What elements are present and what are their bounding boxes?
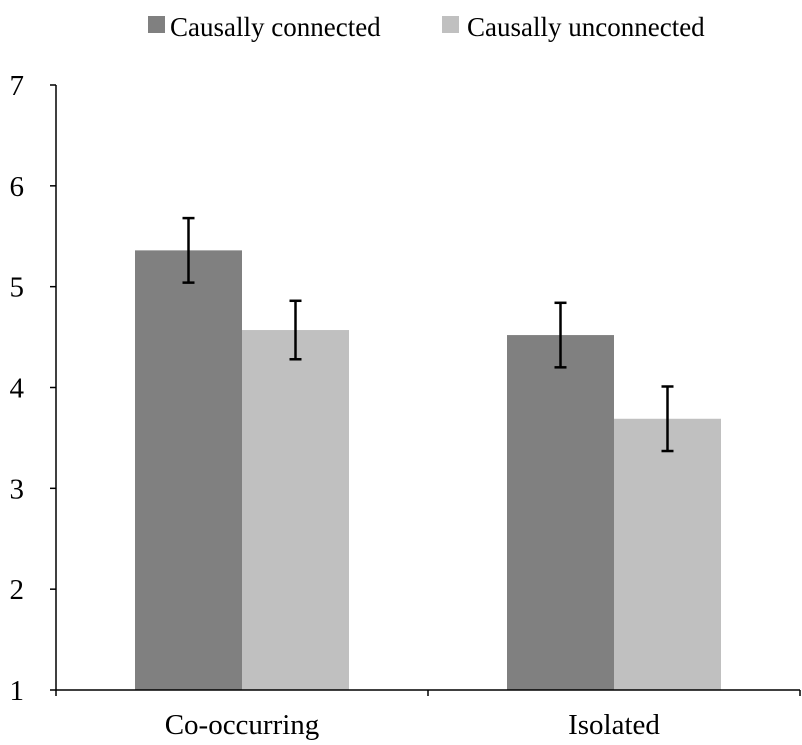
bar-0-0 bbox=[135, 250, 242, 690]
y-tick-label-2: 3 bbox=[10, 473, 25, 505]
legend-swatch-series-1 bbox=[442, 16, 459, 33]
bar-1-1 bbox=[614, 418, 721, 690]
y-tick-label-1: 2 bbox=[10, 574, 25, 606]
y-tick-label-0: 1 bbox=[10, 675, 25, 707]
y-tick-label-5: 6 bbox=[10, 171, 25, 203]
legend-swatch-series-0 bbox=[148, 16, 165, 33]
x-tick-label-1: Isolated bbox=[568, 709, 660, 741]
bar-0-1 bbox=[242, 330, 349, 690]
y-tick-label-3: 4 bbox=[10, 373, 25, 405]
legend: Causally connected Causally unconnected bbox=[148, 12, 705, 42]
plot-area: Co-occurring Isolated 1 2 3 4 5 6 7 bbox=[10, 70, 801, 741]
bar-1-0 bbox=[507, 335, 614, 690]
x-tick-label-0: Co-occurring bbox=[165, 709, 320, 741]
y-tick-label-6: 7 bbox=[10, 70, 25, 102]
y-tick-label-4: 5 bbox=[10, 272, 25, 304]
legend-label-series-0: Causally connected bbox=[170, 12, 381, 42]
legend-label-series-1: Causally unconnected bbox=[467, 12, 705, 42]
